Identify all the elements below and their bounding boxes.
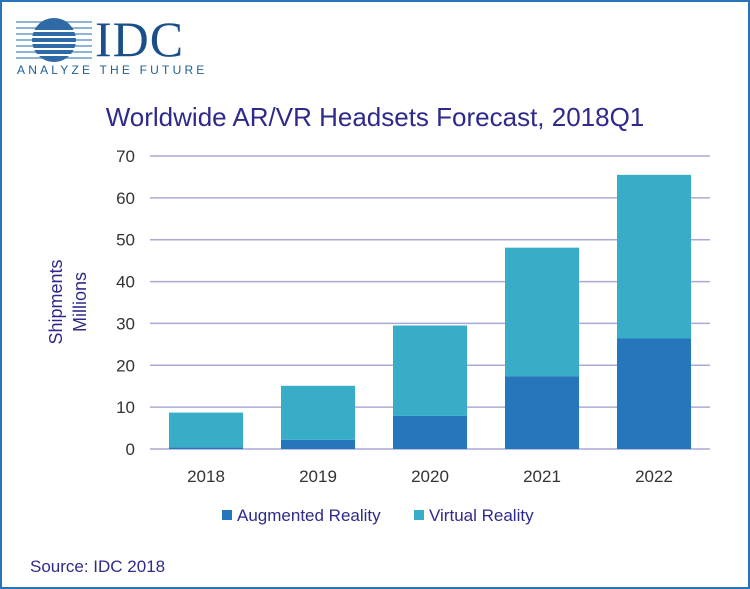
bar-augmented-reality-2020 — [393, 415, 467, 449]
y-tick-label: 30 — [116, 314, 135, 333]
bar-virtual-reality-2020 — [393, 325, 467, 416]
logo-text: IDC — [95, 11, 185, 67]
y-tick-label: 0 — [126, 440, 135, 459]
x-tick-label: 2020 — [411, 467, 449, 486]
bar-virtual-reality-2022 — [617, 174, 691, 339]
x-tick-label: 2019 — [299, 467, 337, 486]
y-axis-label: Shipments — [46, 259, 66, 344]
y-tick-label: 50 — [116, 231, 135, 250]
legend-swatch — [414, 510, 424, 520]
bar-virtual-reality-2021 — [505, 247, 579, 377]
y-tick-label: 10 — [116, 398, 135, 417]
bar-virtual-reality-2019 — [281, 385, 355, 440]
legend-label: Virtual Reality — [429, 506, 534, 525]
bar-augmented-reality-2018 — [169, 447, 243, 449]
x-tick-label: 2018 — [187, 467, 225, 486]
bar-augmented-reality-2019 — [281, 439, 355, 449]
legend-label: Augmented Reality — [237, 506, 381, 525]
bar-augmented-reality-2022 — [617, 338, 691, 449]
y-tick-label: 60 — [116, 189, 135, 208]
legend-swatch — [222, 510, 232, 520]
bar-virtual-reality-2018 — [169, 412, 243, 448]
idc-globe-logo — [16, 18, 92, 62]
bar-augmented-reality-2021 — [505, 376, 579, 449]
source-note: Source: IDC 2018 — [30, 557, 166, 576]
x-tick-label: 2021 — [523, 467, 561, 486]
y-axis-label: Millions — [70, 272, 90, 332]
chart-title: Worldwide AR/VR Headsets Forecast, 2018Q… — [105, 102, 645, 132]
y-tick-label: 20 — [116, 356, 135, 375]
y-tick-label: 70 — [116, 147, 135, 166]
y-tick-label: 40 — [116, 273, 135, 292]
x-tick-label: 2022 — [635, 467, 673, 486]
logo-tagline: ANALYZE THE FUTURE — [17, 63, 208, 77]
